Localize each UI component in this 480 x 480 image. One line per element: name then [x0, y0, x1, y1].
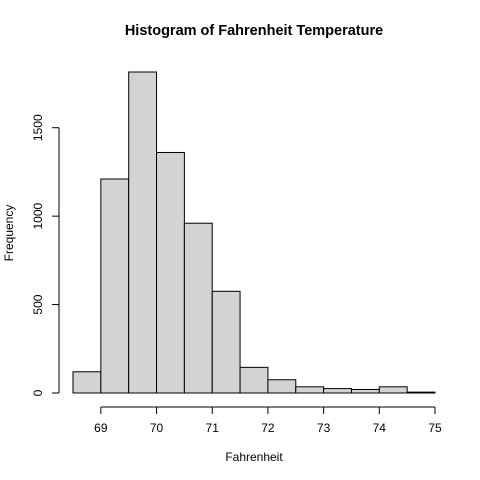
bars-group	[72, 71, 436, 394]
x-tick-label-73: 73	[317, 421, 331, 435]
histogram-bar-11	[378, 386, 408, 394]
x-tick-label-75: 75	[428, 421, 442, 435]
histogram-bar-3	[156, 151, 185, 394]
histogram-bar-6	[239, 366, 269, 394]
histogram-bar-7	[267, 379, 297, 394]
x-tick-label-71: 71	[206, 421, 220, 435]
x-tick-label-69: 69	[94, 421, 108, 435]
histogram-bar-1	[100, 178, 130, 394]
histogram-bar-9	[323, 388, 352, 394]
y-tick-label-1500: 1500	[31, 114, 45, 141]
chart-title: Histogram of Fahrenheit Temperature	[125, 23, 383, 39]
histogram-bar-5	[211, 290, 241, 394]
histogram-bar-10	[350, 388, 380, 394]
y-tick-label-1000: 1000	[31, 202, 45, 229]
x-axis: 69 70 71 72 73 74 75	[94, 406, 442, 435]
histogram-bar-2	[128, 71, 158, 394]
y-axis-label: Frequency	[2, 205, 16, 262]
y-tick-label-500: 500	[31, 294, 45, 314]
x-tick-label-72: 72	[261, 421, 275, 435]
x-tick-label-70: 70	[150, 421, 164, 435]
histogram-bar-8	[295, 386, 325, 394]
y-axis: 0 500 1000 1500	[31, 114, 60, 396]
x-tick-label-74: 74	[373, 421, 387, 435]
y-tick-label-0: 0	[31, 389, 45, 396]
x-axis-label: Fahrenheit	[225, 450, 283, 464]
histogram-bar-4	[183, 222, 213, 394]
histogram-bar-12	[406, 391, 436, 394]
histogram-bar-0	[72, 371, 102, 394]
